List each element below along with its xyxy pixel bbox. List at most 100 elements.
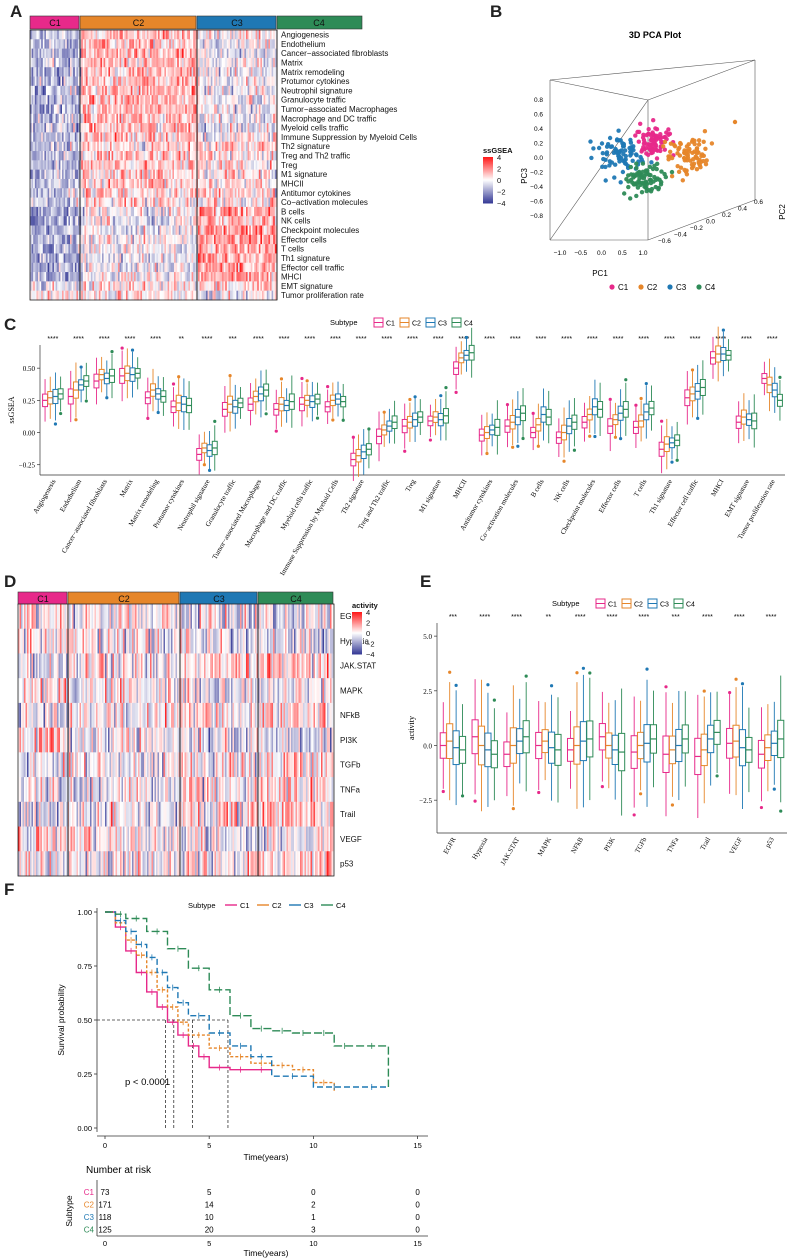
- heat-cell: [52, 48, 55, 59]
- heat-cell: [215, 57, 218, 68]
- heat-cell: [54, 30, 56, 40]
- heat-cell: [78, 206, 80, 217]
- heat-cell: [206, 95, 208, 105]
- heat-cell: [194, 48, 197, 59]
- heat-cell: [132, 123, 135, 133]
- heat-cell: [70, 206, 72, 217]
- heat-cell: [68, 113, 71, 124]
- heat-cell: [234, 169, 237, 180]
- heat-cell: [218, 160, 221, 170]
- heat-cell: [158, 113, 160, 124]
- heat-cell: [212, 197, 215, 208]
- heat-cell: [247, 188, 250, 198]
- heat-cell: [137, 113, 140, 124]
- heat-cell: [265, 48, 268, 59]
- heat-cell: [34, 85, 37, 96]
- heat-cell: [209, 39, 212, 49]
- heat-cell: [241, 76, 244, 87]
- heat-cell: [31, 57, 34, 68]
- heat-cell: [49, 160, 52, 170]
- heat-cell: [49, 169, 52, 180]
- heat-cell: [110, 104, 112, 115]
- heat-cell: [166, 262, 168, 273]
- heat-cell: [78, 290, 80, 301]
- heat-cell: [44, 206, 47, 217]
- heat-cell: [95, 76, 98, 87]
- heat-cell: [247, 225, 250, 236]
- heat-cell: [92, 67, 95, 77]
- heat-cell: [118, 85, 120, 96]
- heat-cell: [151, 197, 154, 208]
- heat-cell: [111, 76, 114, 87]
- heat-cell: [140, 132, 143, 143]
- heat-cell: [134, 244, 136, 254]
- heat-cell: [58, 244, 61, 254]
- heat-cell: [228, 104, 231, 115]
- heat-cell: [105, 141, 108, 152]
- heat-cell: [44, 30, 47, 40]
- heat-cell: [57, 206, 60, 217]
- heat-cell: [206, 262, 208, 273]
- legend-gradient-step: [483, 190, 493, 192]
- heat-cell: [220, 272, 223, 282]
- heat-cell: [87, 39, 90, 49]
- heat-cell: [170, 225, 173, 236]
- heat-cell: [110, 76, 112, 87]
- heat-cell: [209, 151, 212, 161]
- heat-cell: [182, 178, 184, 189]
- heat-cell: [103, 113, 106, 124]
- heat-cell: [234, 188, 237, 198]
- heat-cell: [166, 151, 168, 161]
- heat-cell: [236, 76, 239, 87]
- heat-cell: [191, 262, 194, 273]
- heat-cell: [111, 225, 114, 236]
- heat-cell: [30, 262, 32, 273]
- heat-cell: [230, 57, 232, 68]
- pca-point: [694, 155, 699, 160]
- heat-cell: [214, 262, 216, 273]
- heat-cell: [82, 67, 85, 77]
- heat-cell: [182, 216, 184, 226]
- heat-cell: [274, 262, 277, 273]
- heat-cell: [55, 244, 58, 254]
- heat-cell: [239, 57, 242, 68]
- heat-cell: [150, 104, 152, 115]
- heat-cell: [87, 67, 90, 77]
- heat-cell: [143, 85, 146, 96]
- heat-cell: [71, 104, 74, 115]
- heat-cell: [34, 169, 37, 180]
- heat-cell: [166, 169, 168, 180]
- pca-point: [676, 147, 681, 152]
- heat-cell: [92, 30, 95, 40]
- heat-cell: [70, 85, 72, 96]
- heat-cell: [225, 113, 228, 124]
- heat-cell: [209, 253, 212, 264]
- heat-cell: [161, 281, 164, 291]
- heat-cell: [87, 188, 90, 198]
- heat-cell: [191, 151, 194, 161]
- heat-cell: [268, 197, 271, 208]
- heat-cell: [161, 262, 164, 273]
- heat-cell: [34, 197, 37, 208]
- heat-cell: [111, 234, 114, 245]
- heat-cell: [244, 253, 247, 264]
- heat-cell: [82, 85, 85, 96]
- heat-cell: [201, 141, 204, 152]
- heat-cell: [210, 67, 213, 77]
- heat-cell: [153, 262, 156, 273]
- heat-cell: [148, 281, 151, 291]
- heat-cell: [129, 123, 132, 133]
- heat-cell: [124, 141, 127, 152]
- heat-cell: [271, 160, 274, 170]
- heat-cell: [41, 123, 44, 133]
- heat-cell: [114, 132, 117, 143]
- pca-x-tick: −0.5: [574, 250, 587, 257]
- heat-cell: [183, 234, 186, 245]
- heat-cell: [118, 206, 120, 217]
- heat-cell: [223, 262, 226, 273]
- heat-cell: [71, 234, 74, 245]
- pca-point: [682, 156, 687, 161]
- heat-cell: [153, 216, 156, 226]
- heat-cell: [164, 281, 167, 291]
- heat-cell: [234, 141, 237, 152]
